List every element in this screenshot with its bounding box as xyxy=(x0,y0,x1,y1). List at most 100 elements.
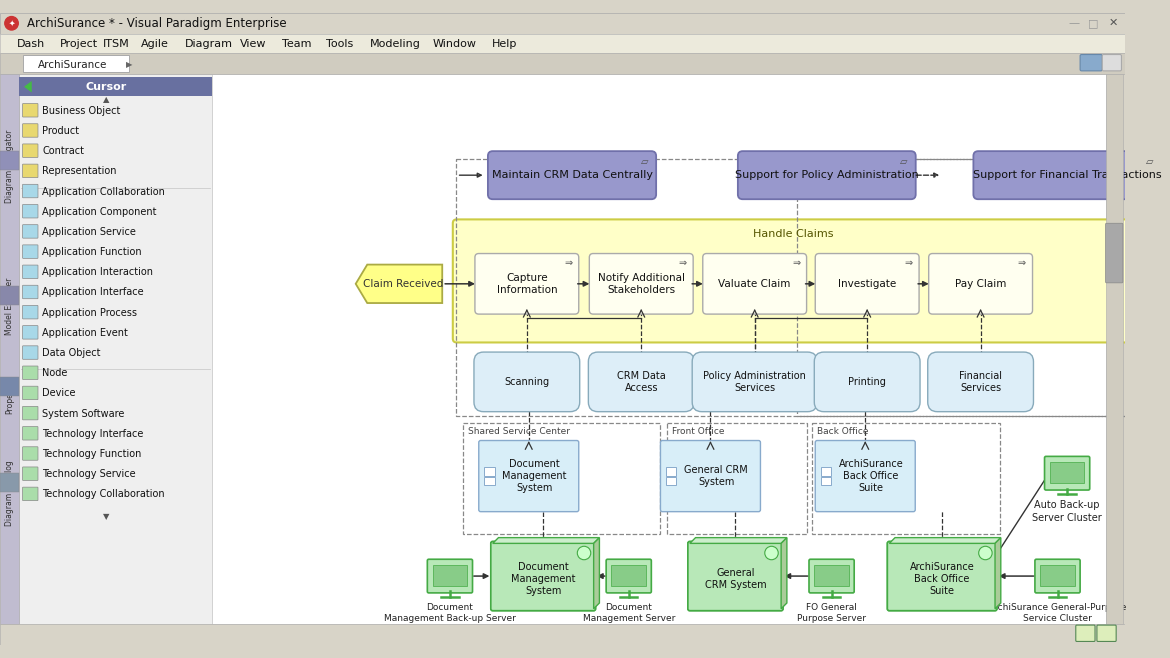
Text: Document
Management Server: Document Management Server xyxy=(583,603,675,623)
FancyBboxPatch shape xyxy=(887,542,997,611)
FancyBboxPatch shape xyxy=(22,346,37,359)
Text: Document
Management
System: Document Management System xyxy=(511,559,576,594)
FancyBboxPatch shape xyxy=(820,476,831,485)
Text: Contract: Contract xyxy=(42,146,84,156)
FancyBboxPatch shape xyxy=(929,253,1032,314)
Polygon shape xyxy=(493,538,599,544)
FancyBboxPatch shape xyxy=(22,286,37,299)
Text: Auto Back-up
Server Cluster: Auto Back-up Server Cluster xyxy=(1032,500,1102,522)
FancyBboxPatch shape xyxy=(22,124,37,138)
Text: ▲: ▲ xyxy=(103,95,109,104)
Text: ⇒: ⇒ xyxy=(792,258,800,268)
Text: Application Service: Application Service xyxy=(42,227,136,237)
FancyBboxPatch shape xyxy=(688,542,783,611)
FancyBboxPatch shape xyxy=(606,559,652,593)
Text: Diagram Navigator: Diagram Navigator xyxy=(5,130,14,203)
Text: Maintain CRM Data Centrally: Maintain CRM Data Centrally xyxy=(491,170,653,180)
FancyBboxPatch shape xyxy=(612,565,646,586)
Text: Node: Node xyxy=(42,368,68,378)
FancyBboxPatch shape xyxy=(19,74,212,624)
Text: Help: Help xyxy=(493,39,517,49)
Text: FO General
Purpose Server: FO General Purpose Server xyxy=(797,603,866,623)
Text: Policy Administration
Services: Policy Administration Services xyxy=(703,370,806,393)
Text: Application Component: Application Component xyxy=(42,207,157,216)
Circle shape xyxy=(5,16,19,30)
Text: ✦: ✦ xyxy=(8,19,15,28)
Text: Technology Collaboration: Technology Collaboration xyxy=(42,490,165,499)
Circle shape xyxy=(980,546,992,558)
Text: Support for Financial Transactions: Support for Financial Transactions xyxy=(972,170,1162,180)
FancyBboxPatch shape xyxy=(1075,625,1095,642)
FancyBboxPatch shape xyxy=(815,440,915,512)
Text: Claim Received: Claim Received xyxy=(363,279,443,289)
Polygon shape xyxy=(356,265,442,303)
FancyBboxPatch shape xyxy=(814,352,920,412)
FancyBboxPatch shape xyxy=(479,440,579,512)
Text: Document
Management
System: Document Management System xyxy=(511,561,576,596)
Text: Data Object: Data Object xyxy=(42,348,101,358)
Polygon shape xyxy=(593,538,599,609)
Text: Scanning: Scanning xyxy=(504,377,550,387)
FancyBboxPatch shape xyxy=(22,305,37,319)
Text: ⌂: ⌂ xyxy=(1113,227,1120,240)
FancyBboxPatch shape xyxy=(814,565,849,586)
FancyBboxPatch shape xyxy=(22,164,37,178)
Text: Application Event: Application Event xyxy=(42,328,129,338)
Circle shape xyxy=(765,546,778,560)
Text: Investigate: Investigate xyxy=(838,279,896,289)
FancyBboxPatch shape xyxy=(0,377,19,396)
Text: Business Object: Business Object xyxy=(42,106,121,116)
FancyBboxPatch shape xyxy=(22,326,37,339)
Circle shape xyxy=(579,546,591,558)
Text: ArchiSurance * - Visual Paradigm Enterprise: ArchiSurance * - Visual Paradigm Enterpr… xyxy=(27,17,287,30)
Text: ✕: ✕ xyxy=(1109,18,1119,28)
Text: Product: Product xyxy=(42,126,80,136)
FancyBboxPatch shape xyxy=(1097,625,1116,642)
FancyBboxPatch shape xyxy=(589,352,694,412)
Text: Model Explorer: Model Explorer xyxy=(5,277,14,335)
Text: ⇒: ⇒ xyxy=(564,258,572,268)
Text: Support for Policy Administration: Support for Policy Administration xyxy=(735,170,918,180)
Text: Handle Claims: Handle Claims xyxy=(752,229,833,239)
Text: Front Office: Front Office xyxy=(672,427,724,436)
FancyBboxPatch shape xyxy=(1045,457,1089,490)
Text: ⇒: ⇒ xyxy=(679,258,687,268)
FancyBboxPatch shape xyxy=(0,151,19,170)
Text: Capture
Information: Capture Information xyxy=(496,272,557,295)
Text: Modeling: Modeling xyxy=(370,39,421,49)
FancyBboxPatch shape xyxy=(0,473,19,492)
FancyBboxPatch shape xyxy=(490,542,596,611)
FancyBboxPatch shape xyxy=(0,624,1124,645)
Text: Property: Property xyxy=(5,381,14,414)
FancyBboxPatch shape xyxy=(661,440,760,512)
Text: ⇒: ⇒ xyxy=(1018,258,1026,268)
FancyBboxPatch shape xyxy=(738,151,916,199)
Text: □: □ xyxy=(1088,18,1099,28)
FancyBboxPatch shape xyxy=(973,151,1161,199)
Polygon shape xyxy=(889,538,1000,544)
Text: ArchiSurance General-Purpose
Service Cluster: ArchiSurance General-Purpose Service Clu… xyxy=(989,603,1127,623)
Polygon shape xyxy=(994,538,1000,609)
FancyBboxPatch shape xyxy=(22,467,37,480)
FancyBboxPatch shape xyxy=(22,103,37,117)
FancyBboxPatch shape xyxy=(490,542,596,611)
FancyBboxPatch shape xyxy=(1106,223,1123,283)
Text: View: View xyxy=(240,39,267,49)
Text: Team: Team xyxy=(282,39,311,49)
Text: ArchiSurance
Back Office
Suite: ArchiSurance Back Office Suite xyxy=(910,561,975,596)
Text: ▼: ▼ xyxy=(103,512,109,521)
Circle shape xyxy=(766,546,778,558)
Text: ⇒: ⇒ xyxy=(904,258,913,268)
Text: General
CRM System: General CRM System xyxy=(704,565,766,588)
FancyBboxPatch shape xyxy=(212,74,1106,624)
FancyBboxPatch shape xyxy=(688,542,783,611)
Text: Application Interface: Application Interface xyxy=(42,288,144,297)
FancyBboxPatch shape xyxy=(1035,559,1080,593)
FancyBboxPatch shape xyxy=(1040,565,1075,586)
FancyBboxPatch shape xyxy=(474,352,579,412)
FancyBboxPatch shape xyxy=(453,219,1134,342)
Text: ArchiSurance
Back Office
Suite: ArchiSurance Back Office Suite xyxy=(910,559,975,594)
Text: Notify Additional
Stakeholders: Notify Additional Stakeholders xyxy=(598,272,684,295)
Text: Printing: Printing xyxy=(848,377,886,387)
Text: Pay Claim: Pay Claim xyxy=(955,279,1006,289)
